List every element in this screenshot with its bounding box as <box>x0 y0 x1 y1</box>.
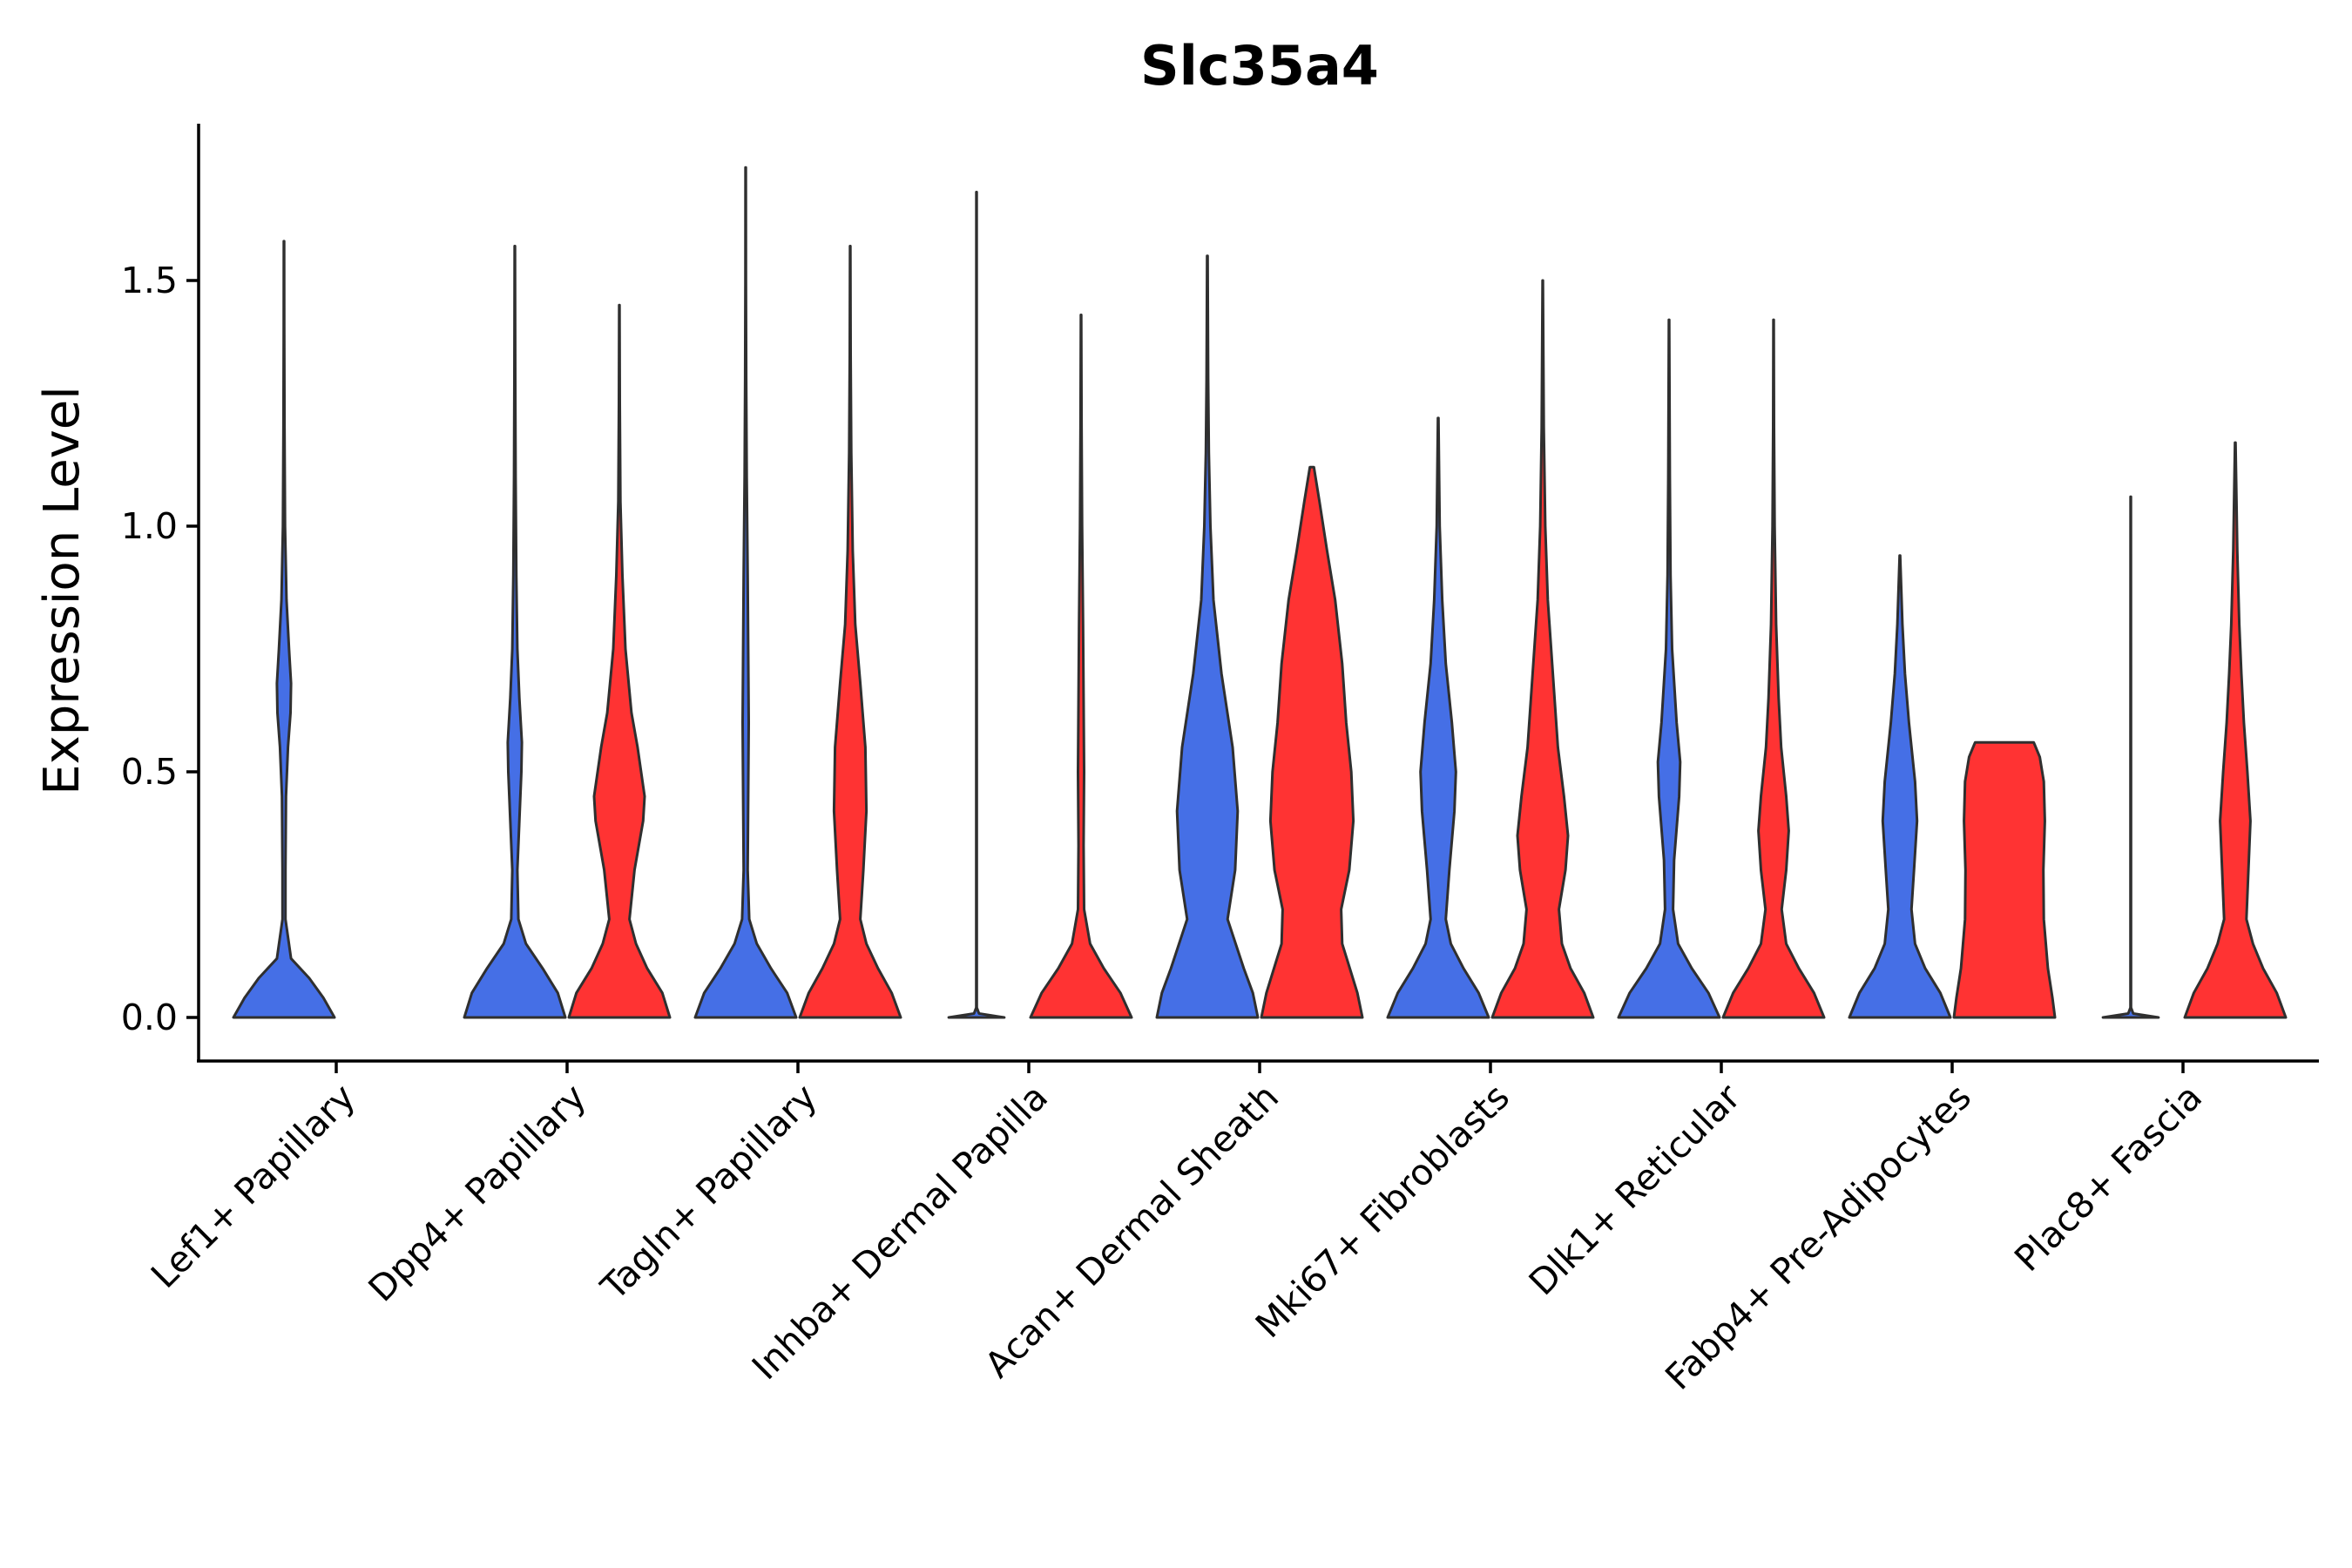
x-tick-label: Mki67+ Fibroblasts <box>1247 1076 1517 1346</box>
violin-blue-7 <box>1617 318 1721 1019</box>
violin-red-6 <box>1490 279 1595 1019</box>
violin-red-5 <box>1260 465 1364 1019</box>
y-tick-label: 0.5 <box>121 751 178 793</box>
x-tick-label: Dpp4+ Papillary <box>361 1076 594 1309</box>
x-tick-label: Tagln+ Papillary <box>592 1076 825 1308</box>
violin-blue-9 <box>2101 495 2160 1019</box>
y-tick-label: 1.5 <box>121 260 178 301</box>
violin-red-8 <box>1952 740 2057 1019</box>
y-tick-label: 1.0 <box>121 505 178 547</box>
violin-blue-6 <box>1386 416 1490 1019</box>
violin-blue-8 <box>1848 554 1952 1019</box>
y-tick-label: 0.0 <box>121 997 178 1038</box>
violin-blue-2 <box>463 245 567 1019</box>
x-tick-label: Plac8+ Fascia <box>2006 1076 2210 1280</box>
violin-red-4 <box>1029 314 1133 1019</box>
x-tick-label: Dlk1+ Reticular <box>1521 1076 1748 1303</box>
violin-red-7 <box>1721 318 1826 1019</box>
y-axis-label: Expression Level <box>34 386 91 795</box>
violin-group <box>232 166 2288 1019</box>
y-ticks: 0.0 0.5 1.0 1.5 <box>121 260 199 1038</box>
violin-red-2 <box>567 303 672 1019</box>
violin-blue-5 <box>1155 254 1260 1019</box>
violin-blue-3 <box>693 166 798 1019</box>
x-tick-label: Lef1+ Papillary <box>143 1076 363 1296</box>
chart-title: Slc35a4 <box>1140 34 1379 98</box>
violin-blue-1 <box>232 240 336 1019</box>
violin-red-9 <box>2183 441 2288 1019</box>
violin-red-3 <box>798 245 902 1019</box>
violin-blue-4 <box>947 191 1006 1019</box>
